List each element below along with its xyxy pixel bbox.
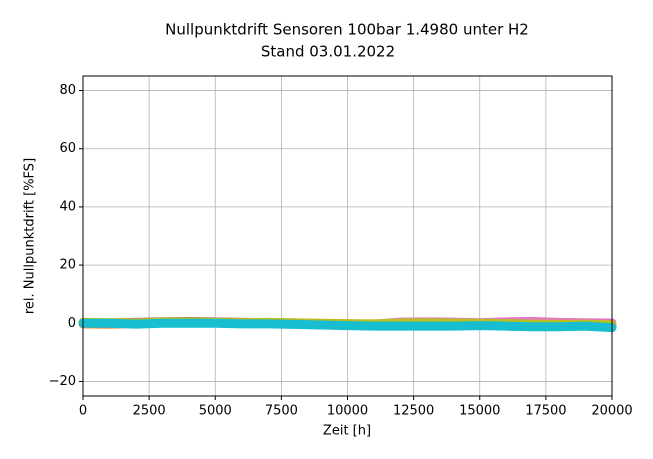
plot-frame <box>82 75 613 397</box>
y-tick-label: 60 <box>59 141 76 156</box>
y-tick-label: 20 <box>59 258 76 273</box>
y-tick-label: −20 <box>49 374 76 389</box>
x-tick-label: 10000 <box>327 404 368 419</box>
y-tick-label: 80 <box>59 83 76 98</box>
x-tick-label: 20000 <box>591 404 632 419</box>
y-tick-label: 40 <box>59 199 76 214</box>
x-tick-label: 2500 <box>133 404 166 419</box>
x-tick-label: 17500 <box>525 404 566 419</box>
x-tick-label: 5000 <box>199 404 232 419</box>
series-line <box>78 318 617 333</box>
y-axis-label: rel. Nullpunktdrift [%FS] <box>23 158 38 314</box>
chart-subtitle: Stand 03.01.2022 <box>261 43 395 61</box>
y-tick-label: 0 <box>68 316 76 331</box>
chart-title: Nullpunktdrift Sensoren 100bar 1.4980 un… <box>165 21 529 39</box>
x-tick-label: 7500 <box>265 404 298 419</box>
x-tick-label: 0 <box>79 404 87 419</box>
x-tick-label: 12500 <box>393 404 434 419</box>
x-tick-label: 15000 <box>459 404 500 419</box>
x-axis-label: Zeit [h] <box>323 424 371 439</box>
